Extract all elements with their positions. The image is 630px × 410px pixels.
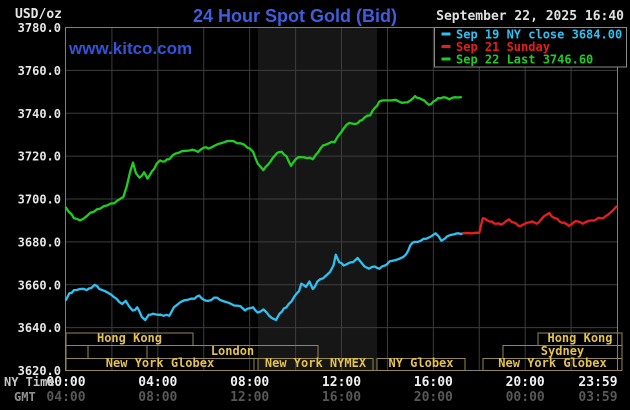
x-tick-gmt-label: 04:00 bbox=[46, 390, 85, 405]
session-label: New York NYMEX bbox=[265, 356, 367, 370]
session-box bbox=[257, 358, 374, 371]
legend-label-sep19: Sep 19 NY close 3684.00 bbox=[456, 28, 622, 42]
session-label: Hong Kong bbox=[97, 331, 162, 345]
x-tick-gmt-label: 00:00 bbox=[506, 390, 545, 405]
x-axis-row-label-gmt: GMT bbox=[14, 390, 36, 404]
kitco-watermark-link[interactable]: www.kitco.com bbox=[68, 39, 192, 58]
x-tick-gmt-label: 12:00 bbox=[230, 390, 269, 405]
price-line-sep-22 bbox=[64, 94, 463, 222]
chart-title: 24 Hour Spot Gold (Bid) bbox=[193, 6, 397, 26]
session-box bbox=[376, 358, 466, 371]
price-line-sep-19-ny-close bbox=[64, 232, 465, 322]
y-tick-label: 3700.0 bbox=[18, 193, 61, 207]
x-tick-ny-label: 23:59 bbox=[578, 375, 617, 390]
y-tick-label: 3640.0 bbox=[18, 321, 61, 335]
y-axis-units-label: USD/oz bbox=[15, 7, 62, 22]
session-box bbox=[65, 358, 255, 371]
x-axis-row-label-nytime: NY Time bbox=[4, 375, 55, 389]
session-label: Hong Kong bbox=[547, 331, 612, 345]
x-tick-gmt-label: 03:59 bbox=[578, 390, 617, 405]
legend-label-sep21: Sep 21 Sunday bbox=[456, 40, 550, 54]
y-tick-label: 3760.0 bbox=[18, 64, 61, 78]
price-line-sep-21-sunday bbox=[462, 205, 618, 235]
session-label: London bbox=[211, 344, 254, 358]
x-tick-ny-label: 08:00 bbox=[230, 375, 269, 390]
y-tick-label: 3660.0 bbox=[18, 278, 61, 292]
x-tick-gmt-label: 16:00 bbox=[322, 390, 361, 405]
session-box bbox=[65, 345, 89, 359]
x-tick-ny-label: 04:00 bbox=[138, 375, 177, 390]
legend: Sep 19 NY close 3684.00 Sep 21 Sunday Se… bbox=[434, 27, 627, 68]
y-tick-label: 3680.0 bbox=[18, 235, 61, 249]
legend-box bbox=[434, 27, 627, 68]
session-box bbox=[482, 358, 623, 371]
y-tick-label: 3620.0 bbox=[18, 364, 61, 378]
x-tick-ny-label: 12:00 bbox=[322, 375, 361, 390]
y-tick-label: 3720.0 bbox=[18, 150, 61, 164]
y-tick-label: 3780.0 bbox=[18, 21, 61, 35]
x-tick-ny-label: 00:00 bbox=[46, 375, 85, 390]
x-tick-gmt-label: 08:00 bbox=[138, 390, 177, 405]
x-tick-ny-label: 16:00 bbox=[414, 375, 453, 390]
y-tick-label: 3740.0 bbox=[18, 107, 61, 121]
datetime-label: September 22, 2025 16:40 bbox=[436, 9, 624, 24]
legend-label-sep22: Sep 22 Last 3746.60 bbox=[456, 53, 593, 67]
session-label: NY Globex bbox=[388, 356, 453, 370]
x-tick-gmt-label: 20:00 bbox=[414, 390, 453, 405]
x-tick-ny-label: 20:00 bbox=[506, 375, 545, 390]
session-label: New York Globex bbox=[106, 356, 214, 370]
session-label: New York Globex bbox=[498, 356, 606, 370]
session-label: Sydney bbox=[541, 344, 584, 358]
